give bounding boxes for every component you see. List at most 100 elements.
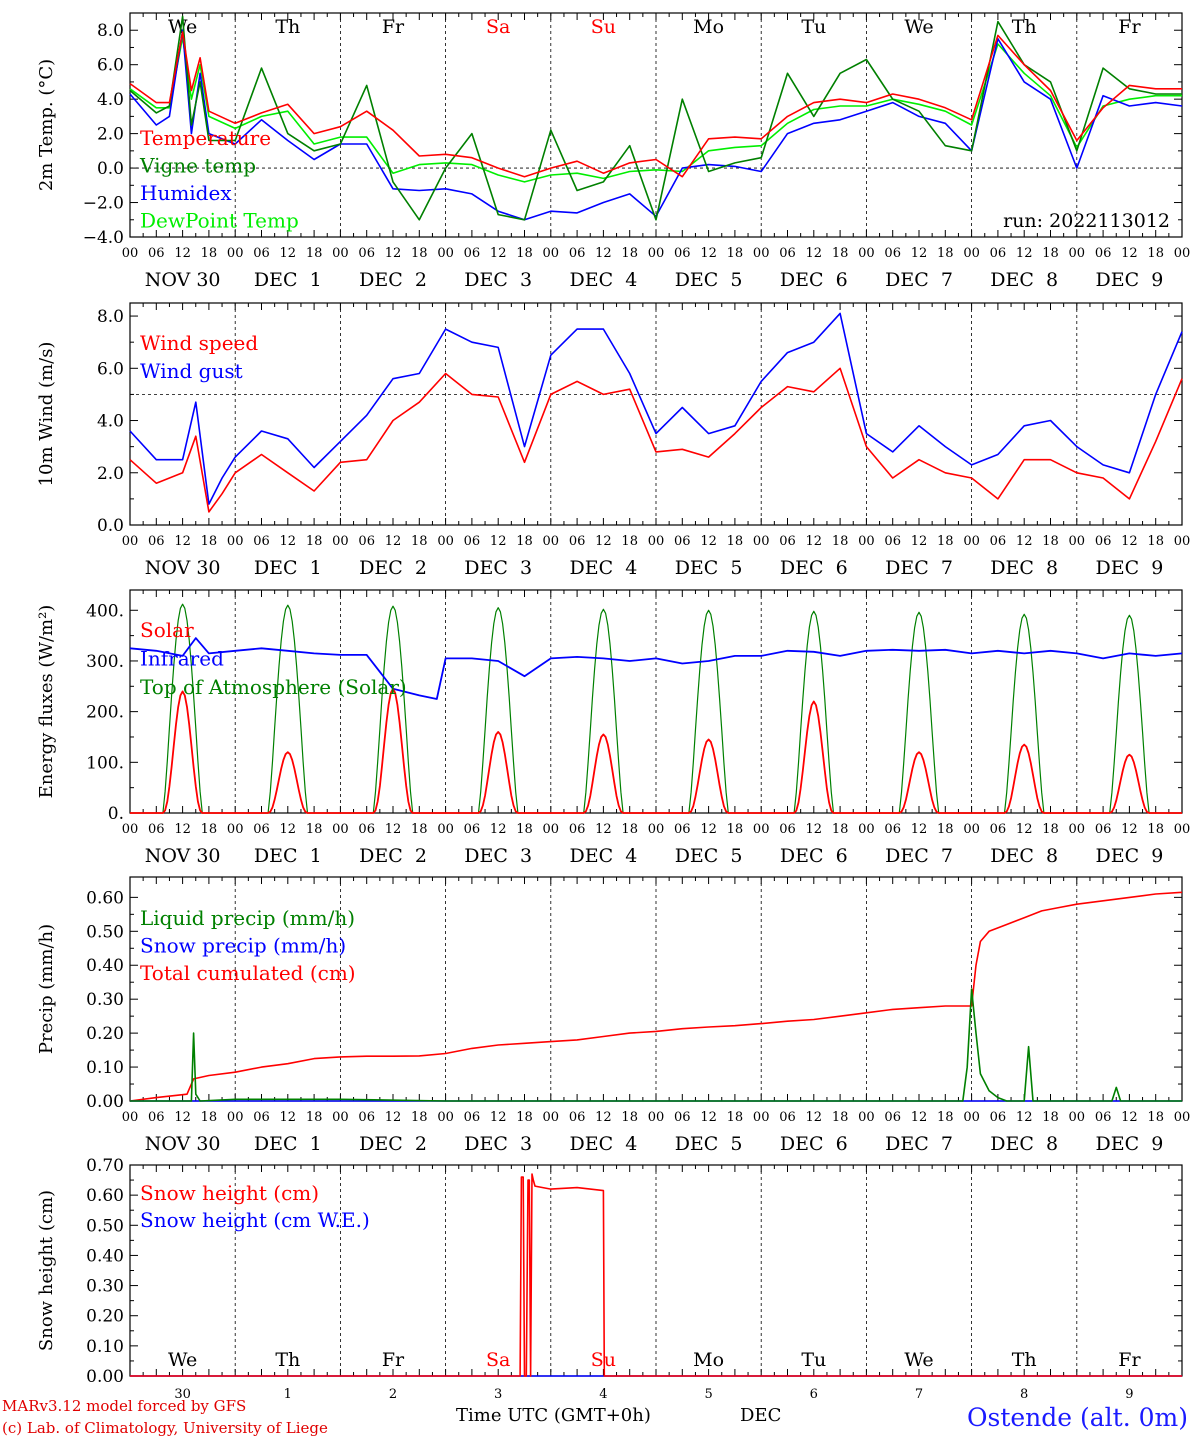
legend-entry: Snow height (cm) bbox=[140, 1181, 319, 1205]
hour-tick-label: 18 bbox=[306, 534, 323, 549]
hour-tick-label: 00 bbox=[648, 246, 665, 261]
hour-tick-label: 12 bbox=[385, 1110, 402, 1125]
hour-tick-label: 00 bbox=[332, 534, 349, 549]
hour-tick-label: 06 bbox=[884, 534, 901, 549]
hour-tick-label: 06 bbox=[148, 1110, 165, 1125]
hour-tick-label: 06 bbox=[1095, 534, 1112, 549]
y-tick-label: 0.20 bbox=[86, 1307, 124, 1327]
hour-tick-label: 06 bbox=[569, 246, 586, 261]
weekday-label: Th bbox=[1012, 1349, 1037, 1371]
hour-tick-label: 00 bbox=[1174, 246, 1191, 261]
hour-tick-label: 18 bbox=[411, 246, 428, 261]
hour-tick-label: 06 bbox=[358, 822, 375, 837]
hour-tick-label: 06 bbox=[674, 246, 691, 261]
hour-tick-label: 18 bbox=[516, 246, 533, 261]
hour-tick-label: 18 bbox=[727, 822, 744, 837]
hour-tick-label: 00 bbox=[543, 534, 560, 549]
hour-tick-label: 06 bbox=[990, 246, 1007, 261]
hour-tick-label: 18 bbox=[727, 246, 744, 261]
hour-tick-label: 06 bbox=[884, 1110, 901, 1125]
y-axis-label: 10m Wind (m/s) bbox=[36, 342, 57, 487]
hour-tick-label: 12 bbox=[1121, 246, 1138, 261]
hour-tick-label: 00 bbox=[753, 822, 770, 837]
hour-tick-label: 18 bbox=[727, 1110, 744, 1125]
y-tick-label: 0.10 bbox=[86, 1337, 124, 1357]
legend-entry: Humidex bbox=[140, 181, 232, 205]
hour-tick-label: 00 bbox=[648, 534, 665, 549]
y-tick-label: 0.00 bbox=[86, 1367, 124, 1387]
hour-tick-label: 18 bbox=[937, 1110, 954, 1125]
hour-tick-label: 06 bbox=[464, 534, 481, 549]
hour-tick-label: 18 bbox=[937, 534, 954, 549]
y-tick-label: 4.0 bbox=[97, 90, 124, 110]
y-tick-label: 6.0 bbox=[97, 359, 124, 379]
series-line-liquid-precip-mm-h bbox=[130, 988, 1182, 1102]
weekday-label: Fr bbox=[382, 16, 405, 38]
hour-tick-label: 00 bbox=[332, 1110, 349, 1125]
date-label: DEC 1 bbox=[254, 557, 322, 579]
date-label: DEC 3 bbox=[464, 557, 532, 579]
weekday-label: Su bbox=[591, 1349, 616, 1371]
hour-tick-label: 12 bbox=[911, 1110, 928, 1125]
date-label: DEC 8 bbox=[990, 269, 1058, 291]
legend-entry: Snow height (cm W.E.) bbox=[140, 1208, 370, 1232]
y-tick-label: 300. bbox=[86, 652, 124, 672]
plot-frame bbox=[129, 589, 1183, 814]
month-label: DEC bbox=[740, 1405, 782, 1426]
hour-tick-label: 18 bbox=[832, 534, 849, 549]
hour-tick-label: 00 bbox=[227, 534, 244, 549]
date-label: DEC 3 bbox=[464, 269, 532, 291]
date-label: DEC 1 bbox=[254, 269, 322, 291]
hour-tick-label: 00 bbox=[437, 1110, 454, 1125]
date-label: DEC 7 bbox=[885, 557, 953, 579]
date-label: DEC 5 bbox=[675, 1133, 743, 1155]
day-number-label: 4 bbox=[599, 1387, 607, 1402]
hour-tick-label: 06 bbox=[464, 822, 481, 837]
hour-tick-label: 00 bbox=[1069, 822, 1086, 837]
time-axis-label: Time UTC (GMT+0h) bbox=[456, 1405, 651, 1426]
y-tick-label: 2.0 bbox=[97, 125, 124, 145]
hour-tick-label: 00 bbox=[543, 1110, 560, 1125]
hour-tick-label: 06 bbox=[1095, 246, 1112, 261]
weekday-label: We bbox=[168, 1349, 197, 1371]
station-name: Ostende (alt. 0m) bbox=[967, 1403, 1188, 1432]
legend-entry: Vigne temp bbox=[139, 154, 256, 178]
hour-tick-label: 12 bbox=[280, 1110, 297, 1125]
hour-tick-label: 18 bbox=[727, 534, 744, 549]
hour-tick-label: 12 bbox=[700, 246, 717, 261]
day-number-label: 5 bbox=[704, 1387, 712, 1402]
series-line-vigne-temp bbox=[129, 15, 1182, 221]
weekday-label: Sa bbox=[486, 16, 510, 38]
series-line-solar bbox=[130, 687, 1182, 814]
day-number-label: 2 bbox=[389, 1387, 397, 1402]
hour-tick-label: 06 bbox=[779, 822, 796, 837]
series-line-wind-gust bbox=[129, 312, 1183, 505]
hour-tick-label: 12 bbox=[1016, 534, 1033, 549]
y-tick-label: 0.30 bbox=[86, 990, 124, 1010]
y-axis-label: 2m Temp. (°C) bbox=[36, 59, 57, 191]
date-label: DEC 9 bbox=[1095, 557, 1163, 579]
hour-tick-label: 12 bbox=[1016, 246, 1033, 261]
hour-tick-label: 18 bbox=[411, 534, 428, 549]
day-number-label: 6 bbox=[810, 1387, 818, 1402]
y-tick-label: 4.0 bbox=[97, 412, 124, 432]
hour-tick-label: 18 bbox=[411, 1110, 428, 1125]
hour-tick-label: 12 bbox=[911, 246, 928, 261]
date-label: DEC 2 bbox=[359, 269, 427, 291]
hour-tick-label: 18 bbox=[937, 822, 954, 837]
y-tick-label: −2.0 bbox=[83, 194, 124, 214]
day-number-label: 8 bbox=[1020, 1387, 1028, 1402]
hour-tick-label: 06 bbox=[569, 1110, 586, 1125]
hour-tick-label: 18 bbox=[201, 822, 218, 837]
weekday-label: Tu bbox=[801, 16, 826, 38]
date-label: DEC 4 bbox=[569, 1133, 637, 1155]
y-tick-label: 6.0 bbox=[97, 56, 124, 76]
hour-tick-label: 06 bbox=[464, 246, 481, 261]
hour-tick-label: 06 bbox=[358, 1110, 375, 1125]
weekday-label: Th bbox=[275, 16, 300, 38]
hour-tick-label: 18 bbox=[306, 246, 323, 261]
day-number-label: 1 bbox=[284, 1387, 292, 1402]
hour-tick-label: 06 bbox=[674, 822, 691, 837]
hour-tick-label: 18 bbox=[516, 534, 533, 549]
date-label: DEC 1 bbox=[254, 845, 322, 867]
